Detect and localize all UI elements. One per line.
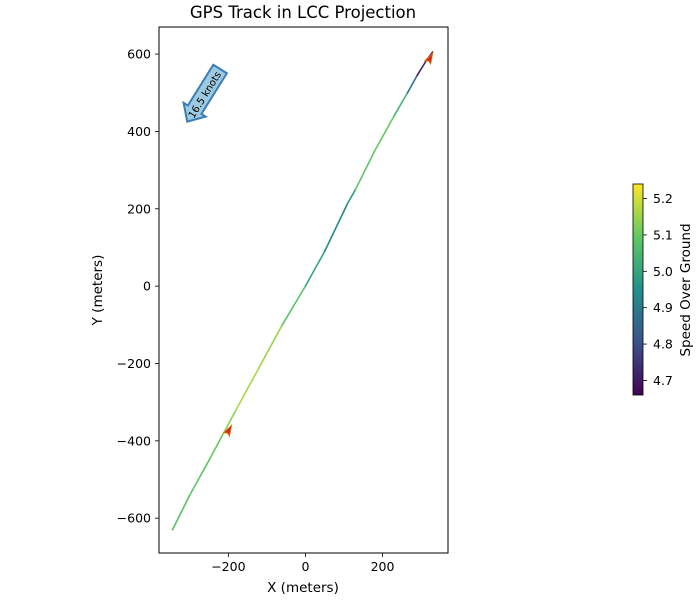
x-tick-label: −200 <box>211 559 245 574</box>
y-tick-label: 0 <box>143 279 151 294</box>
colorbar-tick-label: 4.8 <box>653 337 673 352</box>
direction-arrow <box>222 423 233 438</box>
colorbar-tick-label: 4.7 <box>653 373 673 388</box>
colorbar-tick-label: 5.1 <box>653 227 673 242</box>
x-axis-label: X (meters) <box>267 580 339 596</box>
track-segment <box>347 188 357 204</box>
gps-track <box>171 51 434 531</box>
track-segment <box>221 409 237 436</box>
plot-frame <box>158 26 449 554</box>
track-segment <box>171 494 191 531</box>
y-tick-label: 600 <box>127 47 151 62</box>
track-segment <box>393 91 409 117</box>
track-segment <box>258 324 284 369</box>
track-segment <box>304 250 326 287</box>
wind-arrow: 16.5 knots <box>182 63 229 123</box>
y-tick-label: 400 <box>127 124 151 139</box>
y-tick-label: −200 <box>117 356 151 371</box>
track-segment <box>281 285 307 326</box>
y-tick-label: −600 <box>117 511 151 526</box>
direction-arrow <box>423 51 434 66</box>
x-tick-label: 200 <box>371 559 395 574</box>
y-tick-label: 200 <box>127 201 151 216</box>
x-tick-label: 0 <box>301 559 309 574</box>
track-segment <box>354 149 376 191</box>
colorbar-tick-label: 5.0 <box>653 264 673 279</box>
y-tick-label: −400 <box>117 433 151 448</box>
track-segment <box>189 459 210 496</box>
colorbar-gradient <box>632 183 644 396</box>
chart-title: GPS Track in LCC Projection <box>190 3 416 22</box>
y-axis-label: Y (meters) <box>90 255 106 327</box>
annotations: 16.5 knots <box>182 51 434 438</box>
colorbar: 4.7 4.8 4.9 5.0 5.1 5.2 Speed Over Ground <box>632 183 694 396</box>
axis-ticks: −200 0 200 −600 −400 −200 0 200 400 600 <box>117 47 395 574</box>
colorbar-ticks: 4.7 4.8 4.9 5.0 5.1 5.2 <box>643 191 673 388</box>
track-segment <box>416 59 428 77</box>
track-segment <box>373 115 395 152</box>
colorbar-tick-label: 5.2 <box>653 191 673 206</box>
track-segment <box>323 202 349 253</box>
track-segment <box>406 74 418 94</box>
track-segment <box>235 366 260 411</box>
track-segment <box>208 434 224 461</box>
colorbar-label: Speed Over Ground <box>678 223 694 356</box>
colorbar-tick-label: 4.9 <box>653 300 673 315</box>
